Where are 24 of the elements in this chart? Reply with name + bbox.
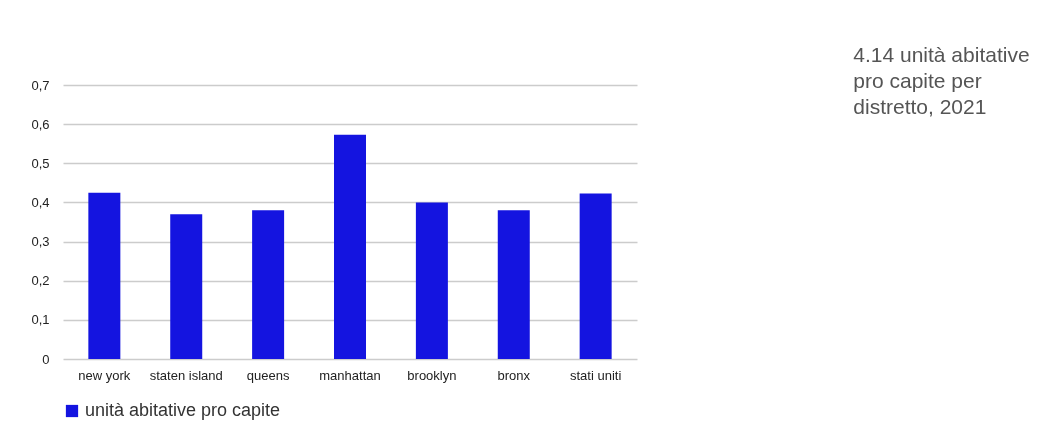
bar — [415, 202, 448, 359]
bar — [334, 134, 366, 359]
y-tick-label: 0,3 — [31, 234, 50, 250]
x-tick-label: queens — [246, 367, 290, 383]
x-tick-label: brooklyn — [407, 367, 457, 383]
x-tick-label: stati uniti — [569, 367, 622, 383]
y-tick-label: 0,4 — [31, 194, 50, 210]
y-tick-label: 0,7 — [31, 77, 50, 93]
text: 4.14 unità abitative pro capite per distretto, 2021 — [853, 43, 1030, 118]
bar — [497, 210, 530, 359]
legend-label: unità abitative pro capite — [85, 400, 281, 420]
x-tick-label: manhattan — [319, 367, 381, 383]
y-tick-label: 0,1 — [31, 312, 50, 328]
bar — [579, 193, 612, 359]
bar — [252, 210, 285, 359]
y-tick-label: 0,5 — [31, 155, 50, 171]
bar — [88, 192, 121, 359]
x-tick-label: bronx — [497, 367, 531, 383]
y-tick-label: 0,2 — [31, 273, 50, 289]
x-tick-label: staten island — [149, 367, 223, 383]
bar — [170, 214, 203, 359]
x-tick-label: new york — [78, 367, 131, 383]
y-tick-label: 0 — [42, 351, 50, 367]
y-tick-label: 0,6 — [31, 116, 50, 132]
